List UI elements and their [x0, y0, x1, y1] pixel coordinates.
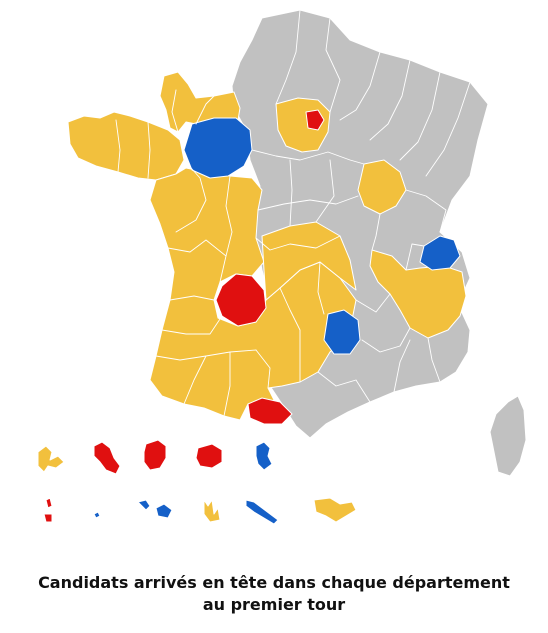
red-pyrenees-orientales [247, 397, 293, 425]
grey-corsica [489, 395, 527, 477]
overseas-row-2 [43, 497, 357, 525]
overseas-saint-martin [203, 499, 221, 523]
red-haute-vienne [215, 273, 267, 327]
region-red [215, 109, 325, 425]
france-departments-map [37, 9, 527, 525]
overseas-world [313, 497, 357, 523]
map-caption: Candidats arrivés en tête dans chaque dé… [0, 572, 548, 616]
region-yellow-burgundy [357, 159, 407, 215]
yellow-brittany [67, 111, 185, 181]
overseas-guyane [143, 439, 167, 471]
overseas-martinique [93, 441, 121, 475]
overseas-mayotte [255, 441, 273, 471]
region-blue [183, 117, 461, 355]
overseas-saint-pierre [43, 497, 53, 523]
overseas-row-1 [37, 439, 273, 475]
overseas-new-caledonia [245, 499, 279, 525]
blue-orne-sarthe [183, 117, 253, 179]
region-corsica [489, 395, 527, 477]
overseas-wallis-futuna [93, 511, 101, 519]
caption-line-2: au premier tour [202, 595, 346, 614]
blue-haute-loire [323, 309, 361, 355]
blue-haute-savoie [419, 235, 461, 271]
yellow-alps [369, 249, 467, 339]
overseas-reunion [195, 443, 223, 469]
caption-line-1: Candidats arrivés en tête dans chaque dé… [38, 573, 510, 592]
region-yellow-alps [369, 249, 467, 339]
department-borders [115, 9, 471, 417]
overseas-polynesia [137, 499, 173, 519]
yellow-burgundy [357, 159, 407, 215]
overseas-guadeloupe [37, 445, 65, 473]
red-seine-saint-denis [305, 109, 325, 131]
